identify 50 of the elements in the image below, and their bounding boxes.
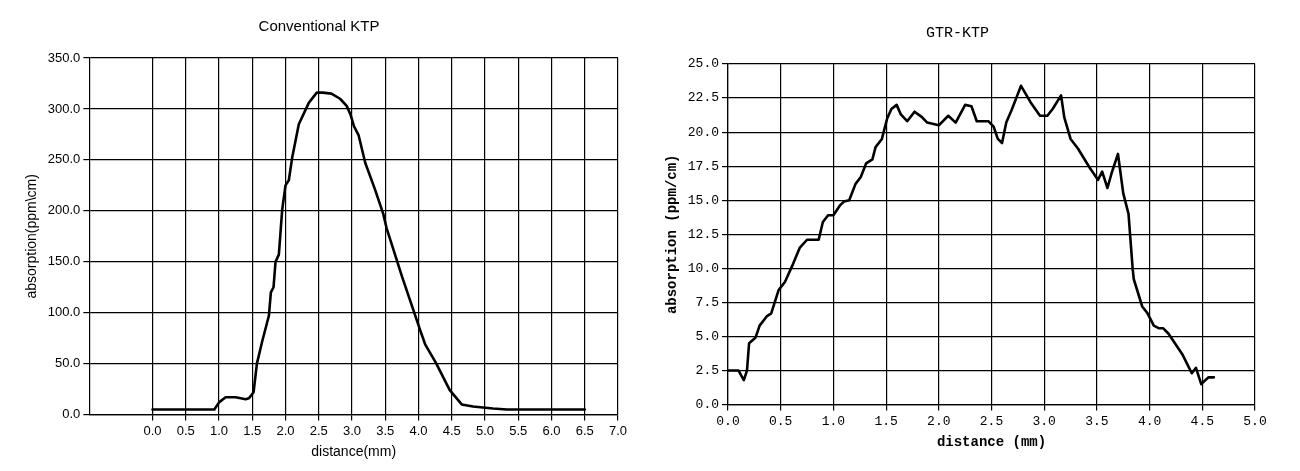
x-tick-label: 4.0: [1137, 413, 1162, 429]
x-tick-label: 3.5: [376, 422, 395, 438]
x-tick-label: 7.0: [608, 422, 628, 438]
x-tick-label: 2.5: [309, 422, 328, 438]
y-tick-label: 15.0: [687, 192, 720, 208]
x-tick-label: 0.0: [716, 413, 740, 429]
x-tick-label: 2.0: [276, 422, 295, 438]
y-tick-label: 300.0: [47, 100, 81, 116]
x-axis-title: distance(mm): [311, 443, 397, 460]
y-tick-label: 5.0: [695, 328, 720, 344]
x-tick-label: 2.0: [927, 413, 951, 429]
x-tick-label: 3.5: [1085, 413, 1109, 429]
y-tick-label: 200.0: [47, 202, 81, 218]
x-tick-label: 4.0: [409, 422, 428, 438]
x-tick-label: 2.5: [979, 413, 1004, 429]
x-tick-label: 3.0: [342, 422, 362, 438]
y-tick-label: 2.5: [695, 362, 720, 378]
x-axis-title: distance (mm): [936, 434, 1047, 451]
x-tick-label: 6.5: [575, 422, 594, 438]
x-tick-label: 1.0: [209, 422, 229, 438]
y-tick-label: 20.0: [687, 124, 720, 140]
y-tick-label: 17.5: [687, 158, 720, 174]
y-tick-label: 50.0: [55, 355, 81, 371]
x-tick-label: 5.0: [1243, 413, 1267, 429]
x-tick-label: 5.5: [509, 422, 528, 438]
x-tick-label: 6.0: [542, 422, 561, 438]
x-tick-label: 1.0: [821, 413, 846, 429]
x-tick-label: 4.5: [1190, 413, 1214, 429]
y-axis-title: absorption(ppm\cm): [23, 174, 40, 299]
y-tick-label: 22.5: [687, 90, 720, 106]
x-tick-label: 0.0: [143, 422, 162, 438]
y-tick-label: 12.5: [687, 226, 720, 242]
x-tick-label: 1.5: [874, 413, 898, 429]
y-tick-label: 350.0: [47, 49, 81, 65]
x-tick-label: 1.5: [243, 422, 262, 438]
y-tick-label: 250.0: [47, 151, 81, 167]
y-tick-label: 100.0: [47, 304, 81, 320]
y-tick-label: 150.0: [47, 253, 81, 269]
x-tick-label: 0.5: [176, 422, 195, 438]
chart-title: GTR-KTP: [925, 24, 990, 42]
x-tick-label: 3.0: [1032, 413, 1056, 429]
chart-title: Conventional KTP: [258, 17, 380, 35]
y-tick-label: 10.0: [687, 260, 720, 276]
x-tick-label: 4.5: [442, 422, 461, 438]
y-tick-label: 25.0: [687, 56, 720, 72]
y-tick-label: 7.5: [695, 294, 720, 310]
x-tick-label: 5.0: [475, 422, 495, 438]
y-axis-title: absorption (ppm/cm): [663, 154, 680, 315]
y-tick-label: 0.0: [695, 397, 720, 413]
x-tick-label: 0.5: [769, 413, 793, 429]
